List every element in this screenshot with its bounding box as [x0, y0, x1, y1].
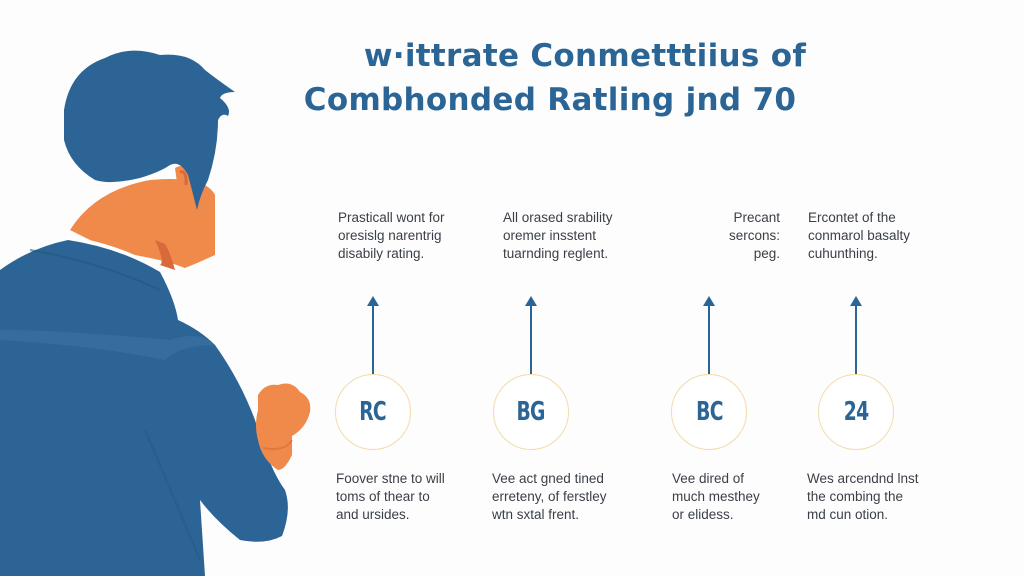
step-4-bottom-caption: Wes arcendnd lnst the combing the md cun… [807, 471, 919, 522]
person-illustration [0, 50, 311, 576]
step-3-node-label: BC [695, 397, 723, 427]
arrow-up-icon [703, 296, 715, 374]
page-title: w·ittrate Conmetttiius of Combhonded Rat… [250, 34, 850, 122]
step-1-node: RC [335, 374, 411, 450]
step-4-top-caption: Ercontet of the conmarol basalty cuhunth… [808, 210, 911, 261]
step-2-node: BG [493, 374, 569, 450]
step-1-top-caption: Prasticall wont for oresislg narentrig d… [338, 210, 445, 261]
step-3-node: BC [671, 374, 747, 450]
step-4-node-label: 24 [843, 397, 869, 427]
step-4-node: 24 [818, 374, 894, 450]
step-3-top-caption: Precant sercons: peg. [728, 210, 780, 261]
step-2-top-caption: All orased srability oremer insstent tua… [503, 210, 613, 261]
arrow-up-icon [367, 296, 379, 374]
arrow-up-icon [850, 296, 862, 374]
title-line-1: w·ittrate Conmetttiius of [363, 38, 807, 74]
step-1-node-label: RC [359, 397, 387, 427]
step-2-bottom-caption: Vee act gned tined erreteny, of ferstley… [492, 471, 607, 522]
arrow-up-icon [525, 296, 537, 374]
step-1-bottom-caption: Foover stne to will toms of thear to and… [336, 471, 445, 522]
step-3-bottom-caption: Vee dired of much mesthey or elidess. [672, 471, 760, 522]
step-2-node-label: BG [516, 397, 546, 427]
title-line-2: Combhonded Ratling jnd 70 [303, 82, 797, 118]
